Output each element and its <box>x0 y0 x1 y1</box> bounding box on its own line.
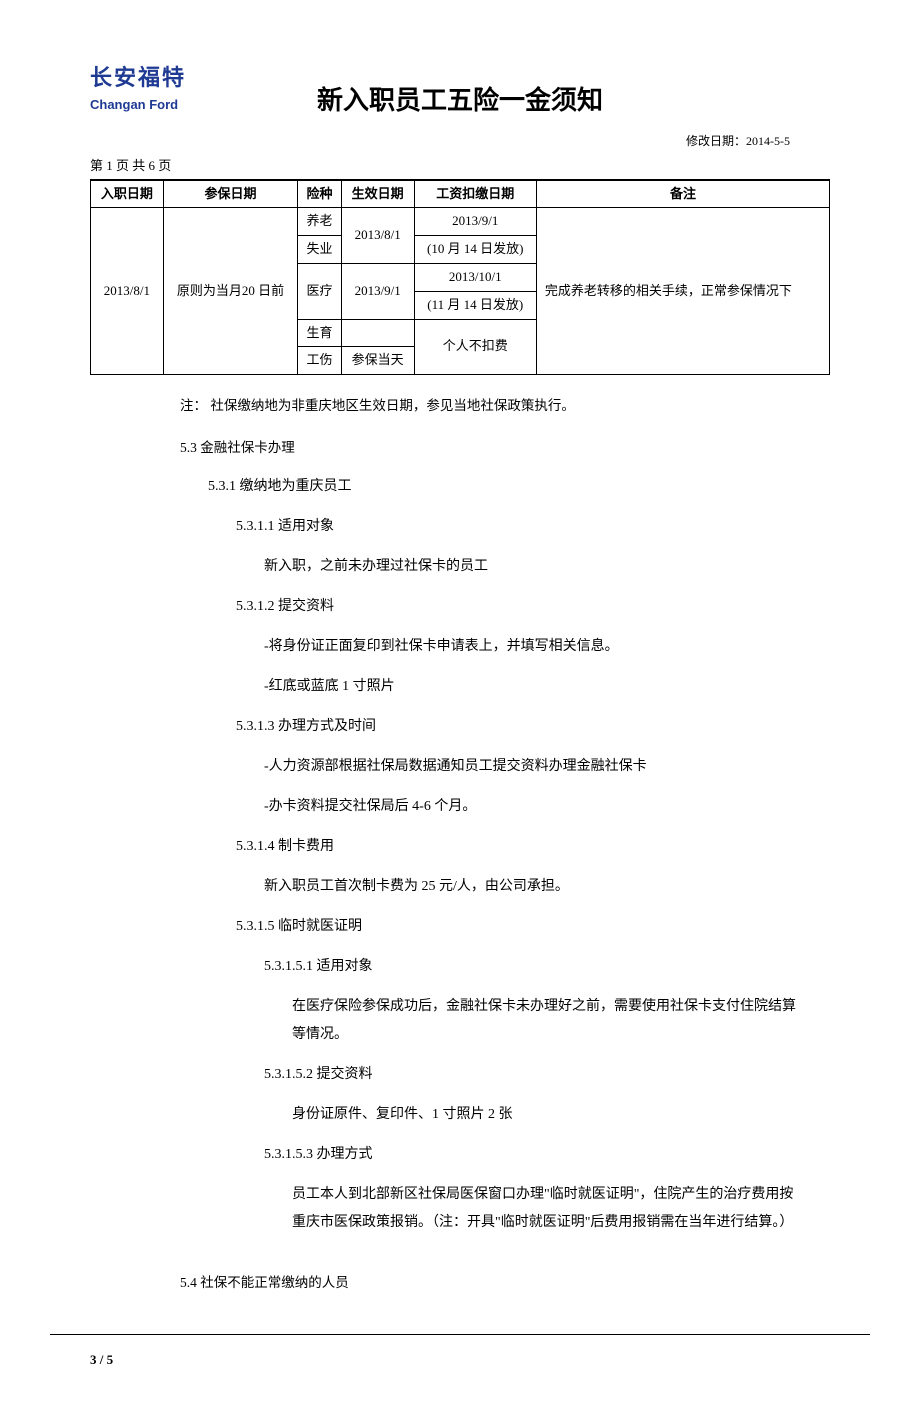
c-eff1: 2013/8/1 <box>341 208 414 264</box>
sec-5-3-1-1-body: 新入职，之前未办理过社保卡的员工 <box>264 553 800 581</box>
c-pay1b: (10 月 14 日发放) <box>414 236 536 264</box>
insurance-table: 入职日期 参保日期 险种 生效日期 工资扣缴日期 备注 2013/8/1 原则为… <box>90 180 830 376</box>
company-logo: 长安福特 Changan Ford <box>90 60 186 116</box>
sec-5-4: 5.4 社保不能正常缴纳的人员 <box>180 1272 800 1294</box>
th-type: 险种 <box>298 180 342 208</box>
c-unemp: 失业 <box>298 236 342 264</box>
c-injury: 工伤 <box>298 347 342 375</box>
sec-5-3-1-3-a: -人力资源部根据社保局数据通知员工提交资料办理金融社保卡 <box>264 753 800 781</box>
sec-5-3-1-5-1-a: 在医疗保险参保成功后，金融社保卡未办理好之前，需要使用社保卡支付住院结算等情况。 <box>292 993 800 1049</box>
sec-5-3-1-5: 5.3.1.5 临时就医证明 <box>236 913 800 941</box>
c-remark: 完成养老转移的相关手续，正常参保情况下 <box>536 208 829 375</box>
th-remark: 备注 <box>536 180 829 208</box>
c-pay3: 个人不扣费 <box>414 319 536 375</box>
c-entry: 2013/8/1 <box>91 208 164 375</box>
c-med: 医疗 <box>298 263 342 319</box>
sec-5-3-1-4: 5.3.1.4 制卡费用 <box>236 833 800 861</box>
logo-en: Changan Ford <box>90 95 186 116</box>
modification-date: 修改日期：2014-5-5 <box>90 132 830 151</box>
sec-5-3: 5.3 金融社保卡办理 <box>180 437 800 459</box>
c-pay2a: 2013/10/1 <box>414 263 536 291</box>
footer-divider <box>50 1334 870 1335</box>
c-eff2: 2013/9/1 <box>341 263 414 319</box>
c-pay2b: (11 月 14 日发放) <box>414 291 536 319</box>
logo-cn: 长安福特 <box>90 60 186 95</box>
sec-5-3-1-3: 5.3.1.3 办理方式及时间 <box>236 713 800 741</box>
c-insure: 原则为当月20 日前 <box>163 208 298 375</box>
c-pay1a: 2013/9/1 <box>414 208 536 236</box>
page-number: 3 / 5 <box>90 1350 830 1371</box>
sec-5-3-1-5-3: 5.3.1.5.3 办理方式 <box>264 1141 800 1169</box>
c-pension: 养老 <box>298 208 342 236</box>
sec-5-3-1: 5.3.1 缴纳地为重庆员工 <box>208 473 800 501</box>
th-eff: 生效日期 <box>341 180 414 208</box>
th-pay: 工资扣缴日期 <box>414 180 536 208</box>
page-title: 新入职员工五险一金须知 <box>90 80 830 122</box>
sec-5-3-1-1: 5.3.1.1 适用对象 <box>236 513 800 541</box>
sec-5-3-1-4-a: 新入职员工首次制卡费为 25 元/人，由公司承担。 <box>264 873 800 901</box>
c-eff-mat <box>341 319 414 347</box>
sec-5-3-1-5-2-a: 身份证原件、复印件、1 寸照片 2 张 <box>292 1101 800 1129</box>
table-note: 注： 社保缴纳地为非重庆地区生效日期，参见当地社保政策执行。 <box>180 395 830 417</box>
sec-5-3-1-3-b: -办卡资料提交社保局后 4-6 个月。 <box>264 793 800 821</box>
sec-5-3-1-5-2: 5.3.1.5.2 提交资料 <box>264 1061 800 1089</box>
sec-5-3-1-2-a: -将身份证正面复印到社保卡申请表上，并填写相关信息。 <box>264 633 800 661</box>
th-entry: 入职日期 <box>91 180 164 208</box>
sec-5-3-1-2-b: -红底或蓝底 1 寸照片 <box>264 673 800 701</box>
c-maternity: 生育 <box>298 319 342 347</box>
c-eff3: 参保当天 <box>341 347 414 375</box>
body-content: 5.3 金融社保卡办理 5.3.1 缴纳地为重庆员工 5.3.1.1 适用对象 … <box>180 437 800 1294</box>
page-head: 第 1 页 共 6 页 <box>90 156 830 180</box>
sec-5-3-1-5-1: 5.3.1.5.1 适用对象 <box>264 953 800 981</box>
sec-5-3-1-5-3-a: 员工本人到北部新区社保局医保窗口办理"临时就医证明"，住院产生的治疗费用按重庆市… <box>292 1181 800 1237</box>
sec-5-3-1-2: 5.3.1.2 提交资料 <box>236 593 800 621</box>
th-insure: 参保日期 <box>163 180 298 208</box>
